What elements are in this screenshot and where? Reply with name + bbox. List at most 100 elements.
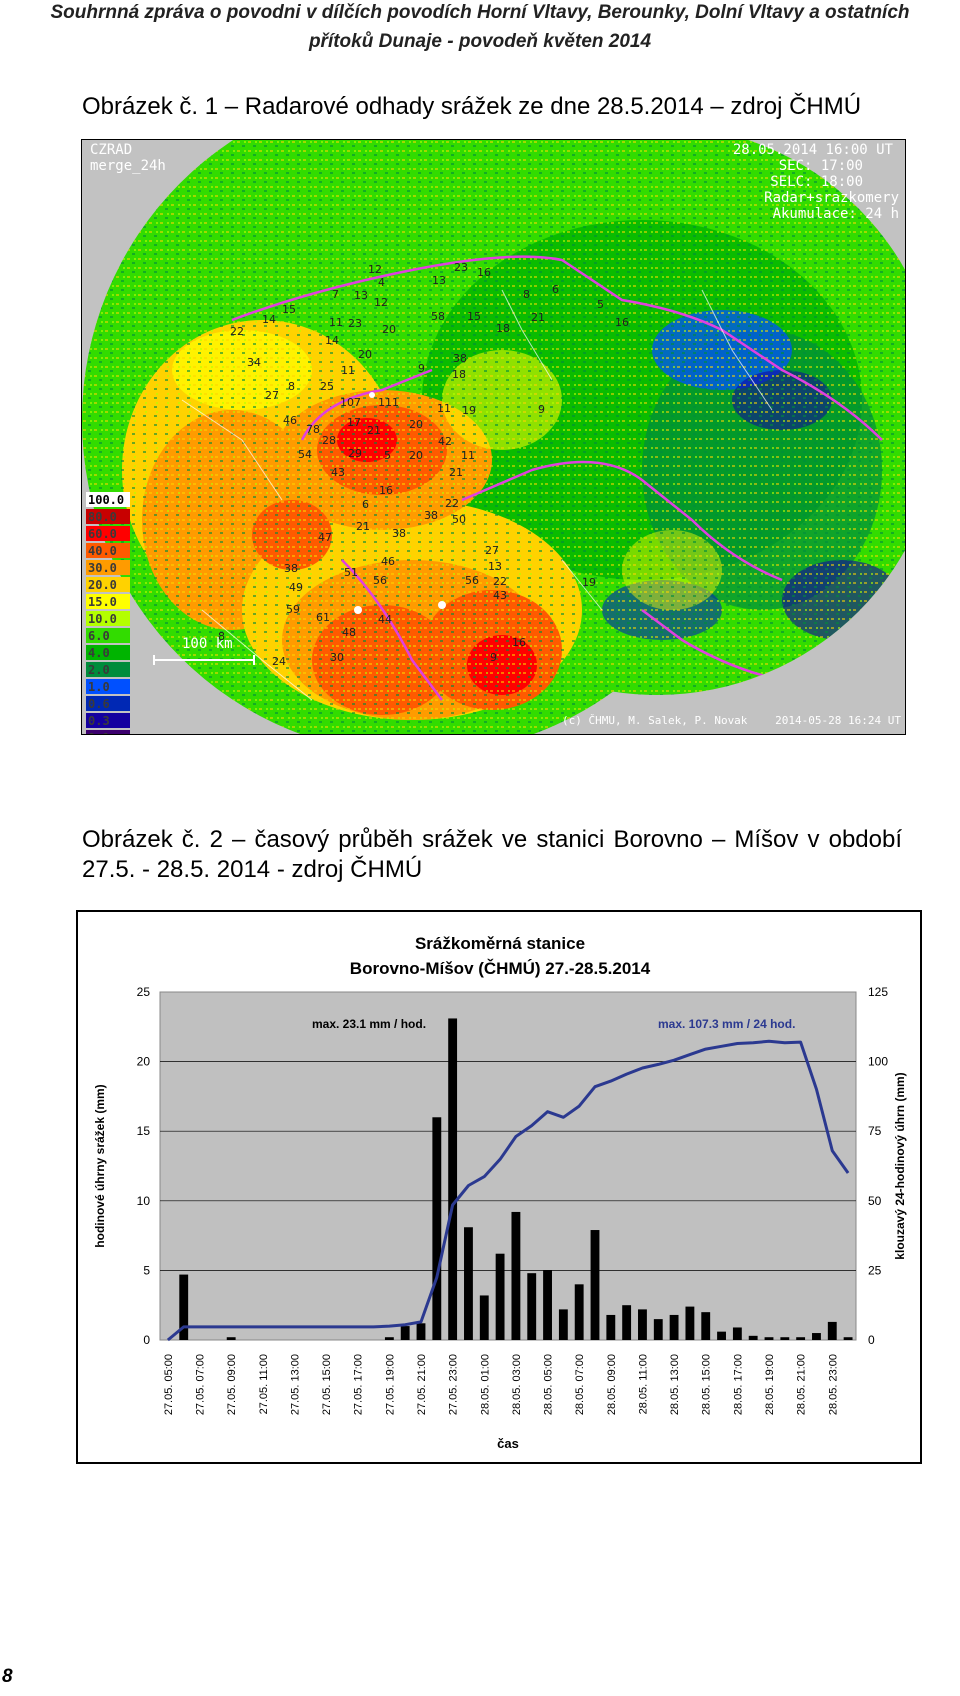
- bar: [622, 1305, 632, 1340]
- legend-swatch: [86, 560, 130, 575]
- x-tick-label: 28.05. 09:00: [606, 1354, 618, 1415]
- y2-tick-label: 25: [868, 1263, 882, 1277]
- legend-swatch: [86, 492, 130, 507]
- station-value-label: 38: [284, 562, 298, 575]
- legend-swatch: [86, 543, 130, 558]
- station-value-label: 47: [318, 531, 332, 544]
- y-tick-label: 25: [137, 985, 151, 999]
- legend-label: 1.0: [88, 680, 110, 694]
- station-value-label: 22: [230, 325, 244, 338]
- max-24h-annotation: max. 107.3 mm / 24 hod.: [658, 1017, 795, 1031]
- x-tick-label: 28.05. 19:00: [764, 1354, 776, 1415]
- station-value-label: 11: [437, 402, 451, 415]
- legend-swatch: [86, 577, 130, 592]
- station-value-label: 21: [531, 311, 545, 324]
- station-value-label: 16: [615, 316, 629, 329]
- y-tick-label: 10: [137, 1194, 151, 1208]
- station-value-label: 20: [382, 323, 396, 336]
- radar-product-name: CZRAD: [90, 142, 133, 158]
- x-tick-label: 28.05. 15:00: [701, 1354, 713, 1415]
- bar: [701, 1312, 711, 1340]
- bar: [717, 1331, 726, 1340]
- station-value-label: 42: [438, 435, 452, 448]
- bar: [432, 1117, 442, 1340]
- station-value-label: 56: [373, 574, 387, 587]
- x-tick-label: 27.05. 19:00: [384, 1354, 396, 1415]
- station-value-label: 13: [488, 560, 502, 573]
- station-value-label: 30: [330, 651, 344, 664]
- radar-product-type: merge_24h: [90, 158, 166, 174]
- legend-label: 20.0: [88, 578, 117, 592]
- station-value-label: 4: [378, 276, 385, 289]
- radar-info-selc: SELC: 18:00: [770, 174, 863, 190]
- legend-label: 6.0: [88, 629, 110, 643]
- station-value-label: 23: [454, 261, 468, 274]
- x-tick-label: 27.05. 15:00: [321, 1354, 333, 1415]
- station-value-label: 5: [597, 298, 604, 311]
- station-value-label: 20: [358, 348, 372, 361]
- x-tick-label: 28.05. 13:00: [669, 1354, 681, 1415]
- y-tick-label: 5: [143, 1263, 150, 1277]
- station-value-label: 11: [341, 364, 355, 377]
- station-value-label: 8: [288, 380, 295, 393]
- radar-info-datetime: 28.05.2014 16:00 UT: [732, 142, 893, 158]
- station-value-label: 16: [379, 484, 393, 497]
- radar-info-source: Radar+srazkomery: [764, 190, 899, 206]
- legend-label: 60.0: [88, 527, 117, 541]
- bar: [543, 1270, 552, 1340]
- station-value-label: 11: [329, 316, 343, 329]
- x-tick-label: 27.05. 11:00: [258, 1354, 270, 1414]
- bar: [384, 1337, 394, 1340]
- station-value-label: 46: [283, 414, 297, 427]
- station-value-label: 78: [306, 423, 320, 436]
- station-value-label: 8: [218, 630, 225, 643]
- bar: [638, 1309, 647, 1340]
- station-value-label: 12: [374, 296, 388, 309]
- max-hourly-annotation: max. 23.1 mm / hod.: [312, 1017, 426, 1031]
- x-axis-label: čas: [497, 1436, 519, 1451]
- radar-timestamp: 2014-05-28 16:24 UT: [775, 714, 901, 727]
- station-value-label: 38: [424, 509, 438, 522]
- radar-info-block: 28.05.2014 16:00 UT SEC: 17:00 SELC: 18:…: [733, 142, 899, 222]
- y2-tick-label: 125: [868, 985, 888, 999]
- bar: [653, 1319, 663, 1340]
- radar-scale-label: 100 km: [182, 636, 233, 652]
- station-value-label: 16: [512, 636, 526, 649]
- bar: [574, 1284, 584, 1340]
- y2-tick-label: 75: [868, 1124, 882, 1138]
- station-value-label: 50: [452, 513, 466, 526]
- station-value-label: 7: [332, 288, 339, 301]
- station-value-label: 5: [384, 449, 391, 462]
- legend-label: 30.0: [88, 561, 117, 575]
- chart-title: Srážkoměrná stanice: [415, 934, 585, 953]
- station-value-label: 54: [298, 448, 312, 461]
- bar: [685, 1306, 695, 1340]
- station-value-label: 14: [262, 313, 276, 326]
- legend-swatch: [86, 611, 130, 626]
- station-value-label: 107: [340, 396, 361, 409]
- legend-label: 15.0: [88, 595, 117, 609]
- page-number: 8: [2, 1666, 13, 1687]
- station-value-label: 19: [462, 404, 476, 417]
- legend-label: 40.0: [88, 544, 117, 558]
- station-value-label: 14: [325, 334, 339, 347]
- radar-echo-area: [82, 140, 905, 734]
- station-value-label: 20: [409, 449, 423, 462]
- station-value-label: 11: [461, 449, 475, 462]
- bar: [400, 1326, 410, 1340]
- station-value-label: 111: [378, 396, 399, 409]
- station-value-label: 61: [316, 611, 330, 624]
- legend-swatch: [86, 645, 130, 660]
- legend-swatch: [86, 713, 130, 728]
- y2-tick-label: 100: [868, 1055, 888, 1069]
- legend-label: 10.0: [88, 612, 117, 626]
- y-tick-label: 15: [137, 1124, 151, 1138]
- station-value-label: 28: [322, 434, 336, 447]
- station-value-label: 9: [418, 362, 425, 375]
- legend-label: 0.3: [88, 714, 110, 728]
- bar: [495, 1253, 505, 1340]
- legend-label: 0.6: [88, 697, 110, 711]
- bar: [527, 1273, 537, 1340]
- legend-label: 0.1: [88, 731, 110, 734]
